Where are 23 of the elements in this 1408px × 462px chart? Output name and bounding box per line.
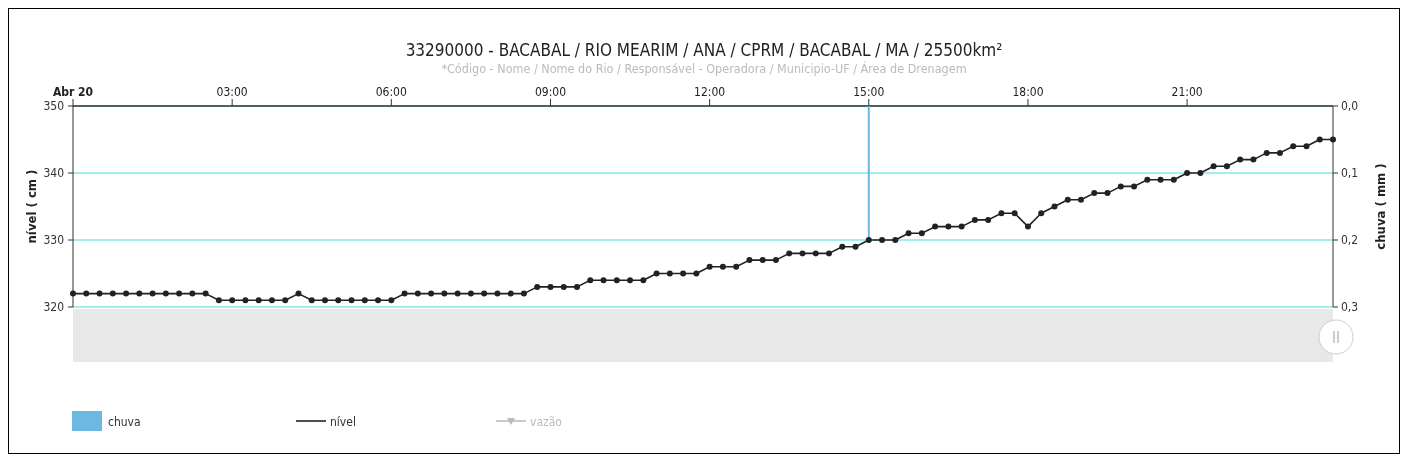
y-tick-label: 320 [43,300,65,314]
y-tick-label: 330 [43,233,65,247]
chart-subtitle: *Código - Nome / Nome do Rio / Responsável - Operadora / Municipio-UF / Área de Drenagem [441,61,967,76]
chart-title: 33290000 - BACABAL / RIO MEARIM / ANA / CPRM / BACABAL / MA / 25500km² [405,40,1003,60]
x-tick-label: 15:00 [853,85,885,99]
legend-label: vazão [530,415,563,429]
y2-tick-label: 0,2 [1341,233,1359,247]
legend-label: nível [330,415,356,429]
y2-axis-title: chuva ( mm ) [1373,163,1388,250]
x-tick-label: 09:00 [534,85,567,99]
y2-tick-label: 0,0 [1341,99,1359,113]
y2-tick-label: 0,1 [1341,166,1359,180]
x-tick-label: 18:00 [1012,85,1044,99]
x-tick-label: 06:00 [375,85,407,99]
legend-label: chuva [108,415,141,429]
y-tick-label: 350 [43,99,65,113]
x-tick-label: 12:00 [694,85,726,99]
y-tick-label: 340 [43,166,65,180]
y2-tick-label: 0,3 [1341,300,1359,314]
y-axis-title: nível ( cm ) [24,169,39,244]
x-tick-label: Abr 20 [52,85,94,99]
x-tick-label: 21:00 [1171,85,1203,99]
x-tick-label: 03:00 [216,85,248,99]
